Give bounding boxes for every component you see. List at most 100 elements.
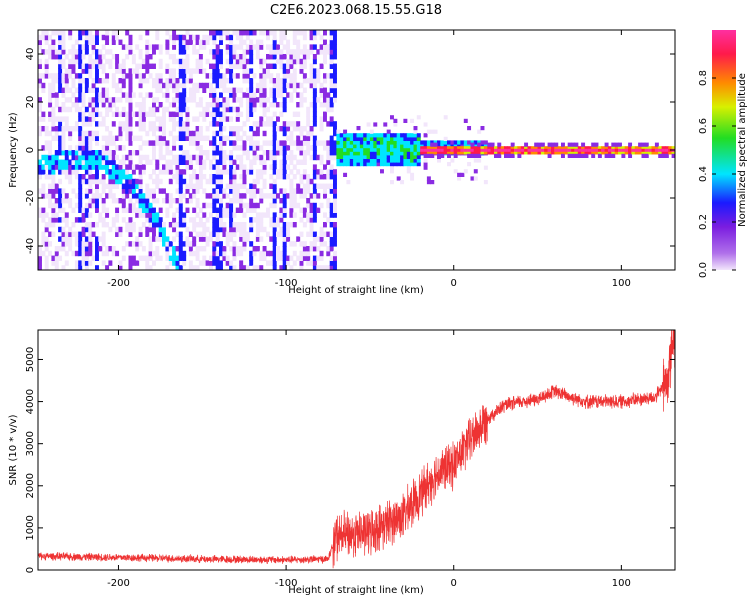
- spectrogram-cell: [158, 87, 163, 93]
- spectrogram-cell: [101, 44, 106, 50]
- spectrogram-cell: [168, 169, 173, 175]
- spectrogram-cell: [423, 158, 428, 163]
- spectrogram-cell: [192, 82, 197, 89]
- spectrogram-cell: [249, 68, 254, 74]
- spectrogram-cell: [239, 30, 244, 36]
- spectrogram-cell: [155, 183, 160, 189]
- spectrogram-cell: [279, 58, 284, 65]
- spectrogram-cell: [343, 151, 348, 156]
- spectrogram-cell: [229, 49, 234, 55]
- spectrogram-cell: [198, 130, 203, 137]
- spectrogram-cell: [286, 145, 291, 151]
- spectrogram-cell: [380, 144, 384, 149]
- spectrogram-cell: [185, 207, 190, 213]
- spectrogram-cell: [219, 39, 223, 45]
- spectrogram-cell: [266, 150, 270, 156]
- spectrogram-cell: [333, 265, 337, 270]
- spectrogram-cell: [380, 147, 384, 152]
- spectrogram-cell: [386, 147, 391, 152]
- spectrogram-y-label: Frequency (Hz): [8, 112, 19, 188]
- spectrogram-cell: [205, 178, 210, 185]
- spectrogram-cell: [302, 34, 307, 41]
- spectrogram-cell: [510, 153, 515, 158]
- spectrogram-cell: [131, 183, 136, 189]
- spectrogram-cell: [376, 147, 381, 152]
- spectrogram-cell: [289, 135, 294, 141]
- spectrogram-cell: [178, 217, 183, 223]
- spectrogram-cell: [393, 133, 398, 138]
- spectrogram-cell: [219, 260, 223, 266]
- spectrogram-cell: [74, 145, 79, 151]
- spectrogram-cell: [363, 133, 368, 138]
- spectrogram-cell: [95, 250, 99, 257]
- spectrogram-cell: [128, 111, 133, 117]
- spectrogram-cell: [185, 226, 190, 233]
- spectrogram-cell: [329, 183, 334, 189]
- spectrogram-cell: [68, 202, 73, 209]
- spectrogram-cell: [91, 87, 96, 93]
- spectrogram-cell: [135, 198, 140, 204]
- spectrogram-cell: [115, 154, 120, 161]
- spectrogram-cell: [178, 193, 183, 199]
- spectrogram-cell: [138, 106, 143, 113]
- spectrogram-cell: [121, 159, 126, 165]
- spectrogram-cell: [131, 207, 136, 213]
- spectrogram-cell: [91, 58, 96, 65]
- spectrogram-cell: [101, 178, 106, 185]
- spectrogram-cell: [443, 136, 448, 141]
- spectrogram-cell: [329, 164, 334, 170]
- spectrogram-cell: [225, 34, 230, 41]
- spectrogram-cell: [443, 115, 448, 120]
- spectrogram-cell: [225, 87, 230, 93]
- spectrogram-cell: [416, 158, 421, 163]
- spectrogram-cell: [38, 126, 42, 132]
- spectrogram-cell: [138, 63, 143, 69]
- spectrogram-cell: [95, 102, 99, 108]
- spectrogram-cell: [71, 44, 76, 50]
- spectrogram-cell: [41, 193, 46, 199]
- spectrogram-cell: [131, 202, 136, 209]
- spectrogram-cell: [118, 63, 123, 69]
- spectrogram-cell: [235, 183, 240, 189]
- spectrogram-cell: [175, 164, 180, 170]
- spectrogram-cell: [178, 82, 183, 89]
- spectrogram-cell: [64, 73, 69, 79]
- spectrogram-cell: [333, 39, 337, 45]
- spectrogram-cell: [490, 142, 495, 147]
- spectrogram-cell: [306, 202, 311, 209]
- spectrogram-cell: [95, 222, 99, 228]
- spectrogram-cell: [242, 164, 247, 170]
- spectrogram-cell: [245, 236, 250, 242]
- spectrogram-cell: [162, 121, 166, 127]
- spectrogram-cell: [148, 241, 153, 247]
- spectrogram-cell: [319, 34, 324, 41]
- spectrogram-cell: [403, 147, 408, 152]
- spectrogram-cell: [571, 148, 576, 152]
- spectrogram-cell: [165, 159, 170, 165]
- spectrogram-cell: [255, 222, 260, 228]
- spectrogram-cell: [71, 102, 76, 108]
- spectrogram-cell: [551, 148, 555, 152]
- spectrogram-cell: [219, 154, 223, 161]
- spectrogram-cell: [333, 255, 337, 261]
- spectrogram-cell: [229, 140, 234, 146]
- spectrogram-cell: [81, 140, 86, 146]
- spectrogram-cell: [483, 165, 488, 170]
- spectrogram-cell: [105, 92, 110, 98]
- spectrogram-cell: [115, 106, 120, 113]
- spectrogram-cell: [252, 145, 257, 151]
- spectrogram-cell: [162, 236, 166, 242]
- spectrogram-cell: [239, 111, 244, 117]
- spectrogram-cell: [101, 198, 106, 204]
- spectrogram-cell: [215, 250, 220, 257]
- spectrogram-cell: [38, 78, 42, 84]
- spectrogram-cell: [88, 145, 93, 151]
- spectrogram-cell: [95, 106, 99, 113]
- spectrogram-cell: [540, 142, 545, 147]
- spectrogram-cell: [453, 140, 458, 145]
- spectrogram-cell: [292, 49, 297, 55]
- spectrogram-cell: [71, 250, 76, 257]
- spectrogram-cell: [195, 202, 200, 209]
- spectrogram-cell: [494, 148, 498, 152]
- spectrogram-cell: [390, 154, 394, 159]
